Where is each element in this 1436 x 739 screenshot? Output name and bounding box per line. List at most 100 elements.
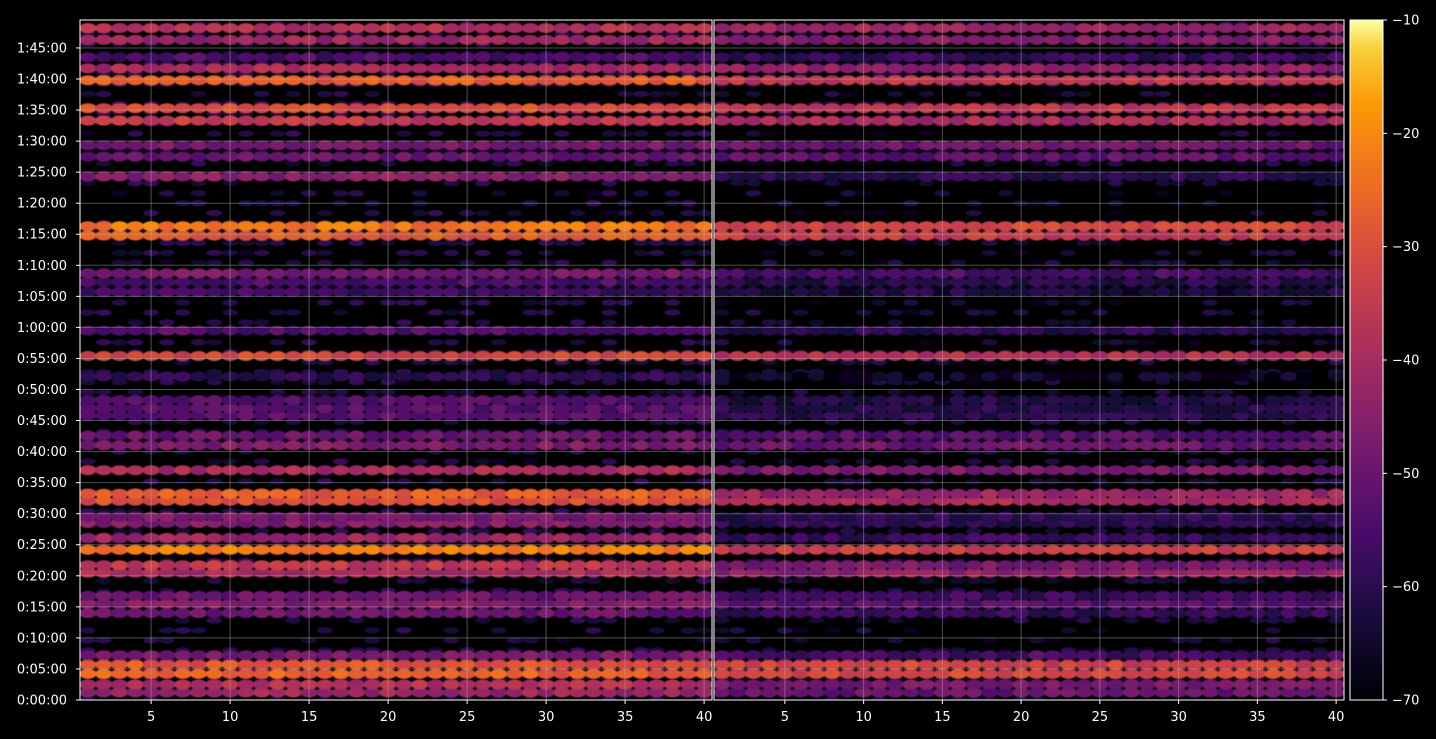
heatmap-cell bbox=[427, 359, 444, 366]
heatmap-cell bbox=[980, 103, 999, 114]
heatmap-cell bbox=[347, 34, 366, 45]
heatmap-cell bbox=[1217, 650, 1235, 661]
heatmap-cell bbox=[395, 287, 413, 297]
heatmap-cell bbox=[1075, 325, 1093, 336]
heatmap-cell bbox=[158, 395, 176, 406]
heatmap-cell bbox=[554, 359, 570, 366]
heatmap-cell bbox=[521, 34, 539, 45]
heatmap-cell bbox=[1232, 532, 1251, 543]
heatmap-cell bbox=[902, 268, 920, 279]
heatmap-cell bbox=[1012, 325, 1030, 336]
heatmap-cell bbox=[205, 687, 223, 698]
heatmap-cell bbox=[917, 488, 936, 499]
heatmap-cell bbox=[776, 325, 794, 336]
heatmap-cell bbox=[823, 410, 841, 421]
heatmap-cell bbox=[442, 52, 460, 63]
heatmap-cell bbox=[777, 339, 793, 346]
heatmap-cell bbox=[854, 75, 873, 86]
heatmap-cell bbox=[1154, 151, 1172, 162]
heatmap-cell bbox=[569, 325, 587, 336]
heatmap-cell bbox=[222, 299, 239, 306]
heatmap-cell bbox=[965, 410, 983, 421]
heatmap-cell bbox=[158, 532, 176, 543]
heatmap-cell bbox=[189, 52, 208, 63]
heatmap-cell bbox=[347, 440, 366, 451]
heatmap-cell bbox=[1249, 617, 1266, 624]
heatmap-cell bbox=[980, 140, 999, 151]
heatmap-cell bbox=[1012, 230, 1030, 241]
heatmap-cell bbox=[663, 668, 682, 679]
heatmap-cell bbox=[1043, 608, 1062, 619]
heatmap-cell bbox=[950, 359, 966, 366]
heatmap-cell bbox=[363, 151, 381, 162]
heatmap-cell bbox=[205, 608, 223, 619]
heatmap-cell bbox=[189, 351, 208, 361]
heatmap-cell bbox=[80, 659, 97, 670]
heatmap-cell bbox=[823, 268, 841, 279]
heatmap-cell bbox=[870, 488, 889, 499]
heatmap-cell bbox=[1217, 608, 1235, 619]
heatmap-cell bbox=[426, 650, 445, 661]
heatmap-cell bbox=[777, 418, 793, 425]
heatmap-cell bbox=[459, 239, 475, 247]
heatmap-cell bbox=[379, 511, 397, 522]
heatmap-cell bbox=[648, 627, 665, 634]
heatmap-cell bbox=[458, 277, 476, 288]
heatmap-cell bbox=[679, 560, 697, 571]
heatmap-cell bbox=[1169, 395, 1188, 406]
heatmap-cell bbox=[300, 650, 318, 661]
heatmap-cell bbox=[205, 103, 223, 114]
heatmap-cell bbox=[1091, 650, 1109, 661]
heatmap-cell bbox=[1295, 567, 1314, 578]
heatmap-cell bbox=[80, 627, 96, 634]
heatmap-cell bbox=[1059, 171, 1078, 182]
heatmap-cell bbox=[648, 287, 666, 297]
heatmap-cell bbox=[632, 465, 650, 476]
heatmap-cell bbox=[917, 325, 936, 336]
heatmap-cell bbox=[205, 230, 223, 241]
heatmap-cell bbox=[1265, 696, 1281, 700]
heatmap-cell bbox=[426, 511, 445, 522]
heatmap-cell bbox=[600, 395, 618, 406]
heatmap-cell bbox=[521, 351, 539, 361]
heatmap-cell bbox=[521, 395, 539, 406]
heatmap-cell bbox=[1311, 608, 1330, 619]
heatmap-cell bbox=[807, 659, 826, 670]
heatmap-cell bbox=[1169, 560, 1188, 571]
heatmap-cell bbox=[126, 679, 144, 690]
heatmap-cell bbox=[663, 34, 682, 45]
heatmap-cell bbox=[142, 103, 160, 114]
heatmap-cell bbox=[917, 171, 936, 182]
heatmap-cell bbox=[317, 209, 333, 217]
heatmap-cell bbox=[300, 287, 318, 297]
heatmap-cell bbox=[1311, 544, 1330, 555]
heatmap-cell bbox=[474, 34, 492, 45]
heatmap-cell bbox=[553, 650, 571, 661]
heatmap-cell bbox=[411, 567, 429, 578]
heatmap-cell bbox=[490, 339, 507, 346]
heatmap-cell bbox=[600, 544, 618, 555]
heatmap-cell bbox=[696, 130, 712, 137]
heatmap-cell bbox=[1201, 488, 1219, 499]
heatmap-cell bbox=[1122, 668, 1141, 679]
heatmap-cell bbox=[221, 34, 239, 45]
heatmap-cell bbox=[980, 560, 999, 571]
heatmap-cell bbox=[616, 171, 634, 182]
heatmap-cell bbox=[521, 140, 539, 151]
heatmap-cell bbox=[458, 115, 476, 126]
heatmap-cell bbox=[996, 567, 1015, 578]
heatmap-cell bbox=[538, 299, 554, 306]
heatmap-cell bbox=[284, 567, 302, 578]
heatmap-cell bbox=[903, 627, 919, 634]
heatmap-cell bbox=[917, 544, 936, 555]
heatmap-cell bbox=[949, 440, 967, 451]
heatmap-cell bbox=[902, 488, 920, 499]
heatmap-cell bbox=[1059, 440, 1078, 451]
heatmap-cell bbox=[284, 410, 302, 421]
heatmap-cell bbox=[554, 299, 570, 306]
heatmap-cell bbox=[950, 577, 966, 584]
heatmap-cell bbox=[505, 230, 524, 241]
heatmap-cell bbox=[1028, 608, 1046, 619]
heatmap-cell bbox=[268, 230, 287, 241]
heatmap-cell bbox=[411, 430, 429, 441]
